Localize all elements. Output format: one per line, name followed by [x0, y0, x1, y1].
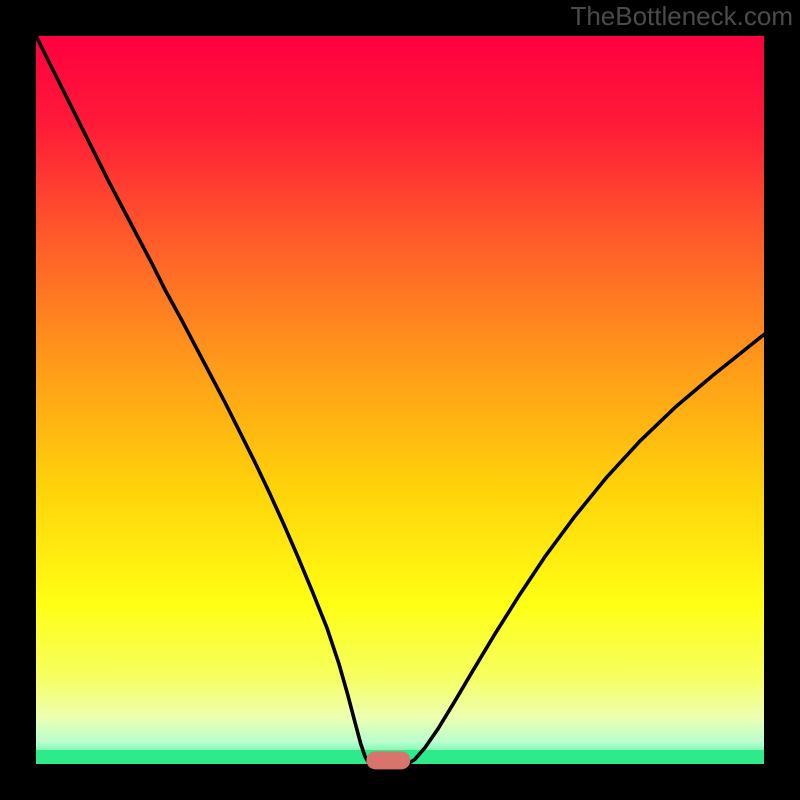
watermark-text: TheBottleneck.com: [570, 1, 793, 31]
plot-background: [36, 36, 764, 764]
bottleneck-chart: TheBottleneck.com: [0, 0, 800, 800]
optimum-marker: [366, 751, 410, 769]
chart-root: TheBottleneck.com: [0, 0, 800, 800]
